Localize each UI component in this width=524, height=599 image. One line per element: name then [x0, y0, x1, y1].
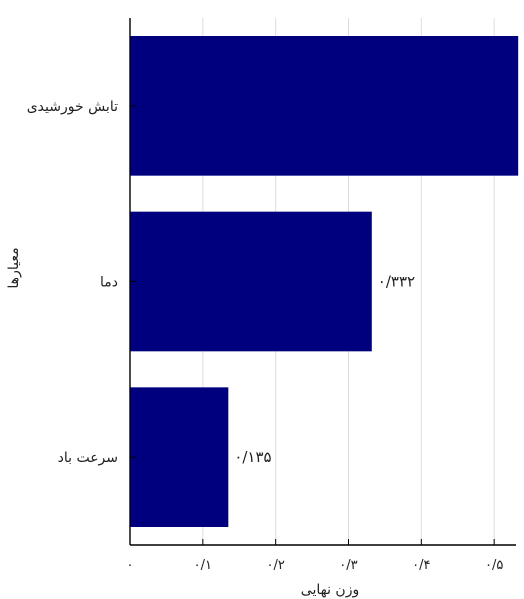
y-category-label: تابش خورشیدی — [27, 99, 118, 115]
value-label: ۰/۱۳۵ — [234, 448, 271, 466]
value-label: ۰/۳۳۲ — [378, 273, 415, 291]
x-tick-label: ۰/۵ — [485, 558, 503, 573]
x-tick-label: ۰/۱ — [194, 558, 212, 573]
x-tick-label: ۰/۲ — [266, 558, 284, 573]
x-axis-title: وزن نهایی — [301, 582, 359, 598]
x-tick-label: ۰ — [127, 558, 134, 573]
y-category-label: دما — [100, 275, 118, 291]
bars — [130, 36, 519, 527]
y-category-label: سرعت باد — [58, 450, 118, 466]
x-ticks: ۰ ۰/۱ ۰/۲ ۰/۳ ۰/۴ ۰/۵ — [127, 539, 503, 573]
bar — [130, 211, 372, 352]
bar — [130, 387, 229, 527]
bar — [130, 36, 519, 176]
x-tick-label: ۰/۳ — [339, 558, 357, 573]
y-category-labels: تابش خورشیدی دما سرعت باد — [27, 99, 136, 466]
x-tick-label: ۰/۴ — [412, 558, 430, 573]
y-axis-title: معیارها — [6, 247, 22, 288]
